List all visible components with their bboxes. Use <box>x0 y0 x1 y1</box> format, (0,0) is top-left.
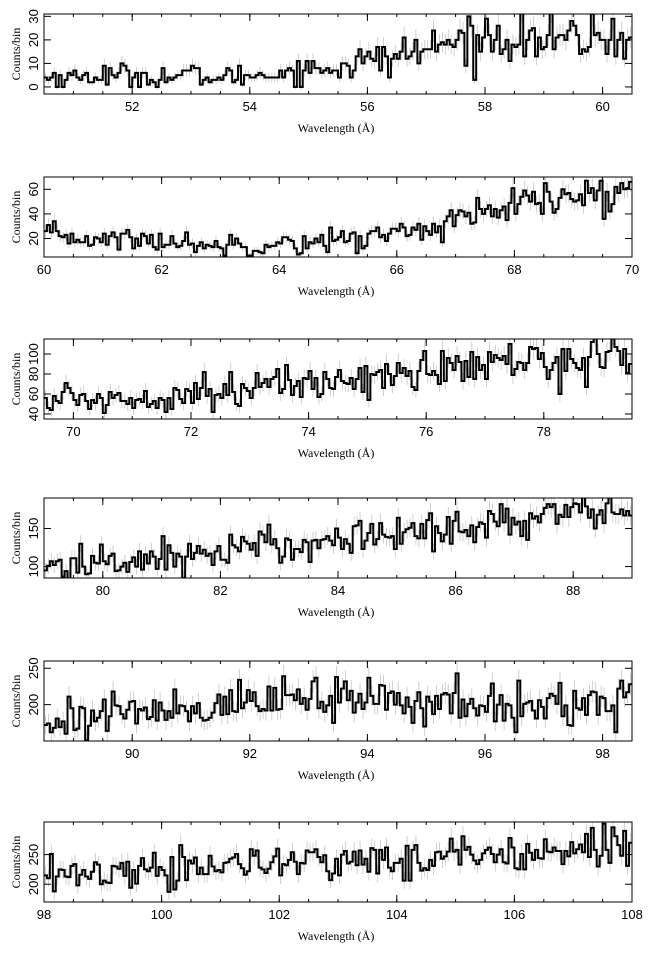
plot-area <box>44 498 632 578</box>
x-axis-label: Wavelength (Å) <box>298 446 375 460</box>
x-tick-label: 58 <box>478 99 492 114</box>
x-tick-label: 82 <box>213 583 227 598</box>
spectrum-histogram-line <box>44 179 632 257</box>
y-tick-label: 20 <box>26 231 41 245</box>
x-tick-label: 64 <box>272 262 286 277</box>
y-axis-label: Counts/bin <box>9 836 23 889</box>
x-tick-label: 72 <box>184 424 198 439</box>
spectrum-histogram-line <box>44 339 632 414</box>
x-tick-label: 88 <box>566 583 580 598</box>
x-tick-label: 98 <box>37 907 51 922</box>
x-tick-label: 86 <box>448 583 462 598</box>
x-tick-label: 70 <box>66 424 80 439</box>
error-bars <box>45 662 631 741</box>
y-axis-label: Counts/bin <box>9 191 23 244</box>
plot-area <box>44 177 632 257</box>
x-tick-label: 76 <box>419 424 433 439</box>
spectrum-panel-2: 60 62 64 66 68 70 20 40 60 Wavelength (Å) Counts/b… <box>9 176 639 298</box>
y-tick-label: 100 <box>26 343 41 365</box>
x-tick-label: 100 <box>151 907 173 922</box>
y-tick-label: 80 <box>26 367 41 381</box>
y-tick-label: 40 <box>26 207 41 221</box>
y-tick-label: 30 <box>26 9 41 23</box>
x-tick-label: 74 <box>301 424 315 439</box>
y-axis-label: Counts/bin <box>9 28 23 81</box>
x-tick-label: 92 <box>243 746 257 761</box>
y-axis-label: Counts/bin <box>9 353 23 406</box>
x-tick-label: 62 <box>154 262 168 277</box>
x-tick-label: 52 <box>125 99 139 114</box>
x-tick-label: 98 <box>595 746 609 761</box>
y-axis-label: Counts/bin <box>9 675 23 728</box>
x-tick-label: 108 <box>621 907 643 922</box>
x-tick-label: 84 <box>331 583 345 598</box>
x-tick-label: 60 <box>595 99 609 114</box>
y-tick-label: 100 <box>26 556 41 578</box>
x-tick-label: 80 <box>96 583 110 598</box>
x-tick-label: 90 <box>125 746 139 761</box>
plot-area <box>44 14 632 90</box>
x-axis-label: Wavelength (Å) <box>298 284 375 298</box>
y-tick-label: 60 <box>26 387 41 401</box>
x-axis-label: Wavelength (Å) <box>298 605 375 619</box>
spectrum-histogram-line <box>44 822 632 893</box>
y-tick-label: 200 <box>26 694 41 716</box>
x-axis-label: Wavelength (Å) <box>298 768 375 782</box>
y-tick-label: 150 <box>26 518 41 540</box>
x-tick-label: 94 <box>360 746 374 761</box>
x-tick-label: 104 <box>386 907 408 922</box>
plot-area <box>44 662 632 741</box>
x-tick-label: 78 <box>537 424 551 439</box>
x-tick-label: 66 <box>390 262 404 277</box>
y-tick-label: 60 <box>26 182 41 196</box>
spectrum-histogram-line <box>44 14 632 88</box>
y-tick-label: 10 <box>26 56 41 70</box>
x-tick-label: 102 <box>268 907 290 922</box>
x-tick-label: 96 <box>478 746 492 761</box>
y-axis-label: Counts/bin <box>9 512 23 565</box>
spectrum-histogram-line <box>44 672 632 741</box>
plot-area <box>44 822 632 901</box>
x-tick-label: 106 <box>504 907 526 922</box>
y-tick-label: 200 <box>26 873 41 895</box>
spectrum-panel-1: 52 54 56 58 60 0 10 20 30 Wavelength (Å) Counts/bi… <box>9 9 633 135</box>
x-tick-label: 60 <box>37 262 51 277</box>
spectrum-panel-6: 98 100 102 104 106 108 200 250 Wavelength (Å) Cou… <box>9 821 643 943</box>
x-axis-label: Wavelength (Å) <box>298 929 375 943</box>
y-tick-label: 250 <box>26 844 41 866</box>
x-axis-label: Wavelength (Å) <box>298 121 375 135</box>
y-tick-label: 0 <box>26 83 41 90</box>
plot-area <box>44 339 632 419</box>
x-tick-label: 70 <box>625 262 639 277</box>
spectrum-panel-3: 70 72 74 76 78 40 60 80 100 Wavelength (Å) Counts/… <box>9 338 633 460</box>
spectrum-panel-4: 80 82 84 86 88 100 150 Wavelength (Å) Counts/bin <box>9 497 633 619</box>
x-tick-label: 68 <box>507 262 521 277</box>
spectrum-panel-5: 90 92 94 96 98 200 250 Wavelength (Å) Counts/bin <box>9 657 633 782</box>
x-tick-label: 56 <box>360 99 374 114</box>
y-tick-label: 20 <box>26 33 41 47</box>
y-tick-label: 250 <box>26 657 41 679</box>
error-bars <box>45 822 631 901</box>
x-tick-label: 54 <box>243 99 257 114</box>
spectrum-histogram-line <box>44 498 632 578</box>
y-tick-label: 40 <box>26 407 41 421</box>
